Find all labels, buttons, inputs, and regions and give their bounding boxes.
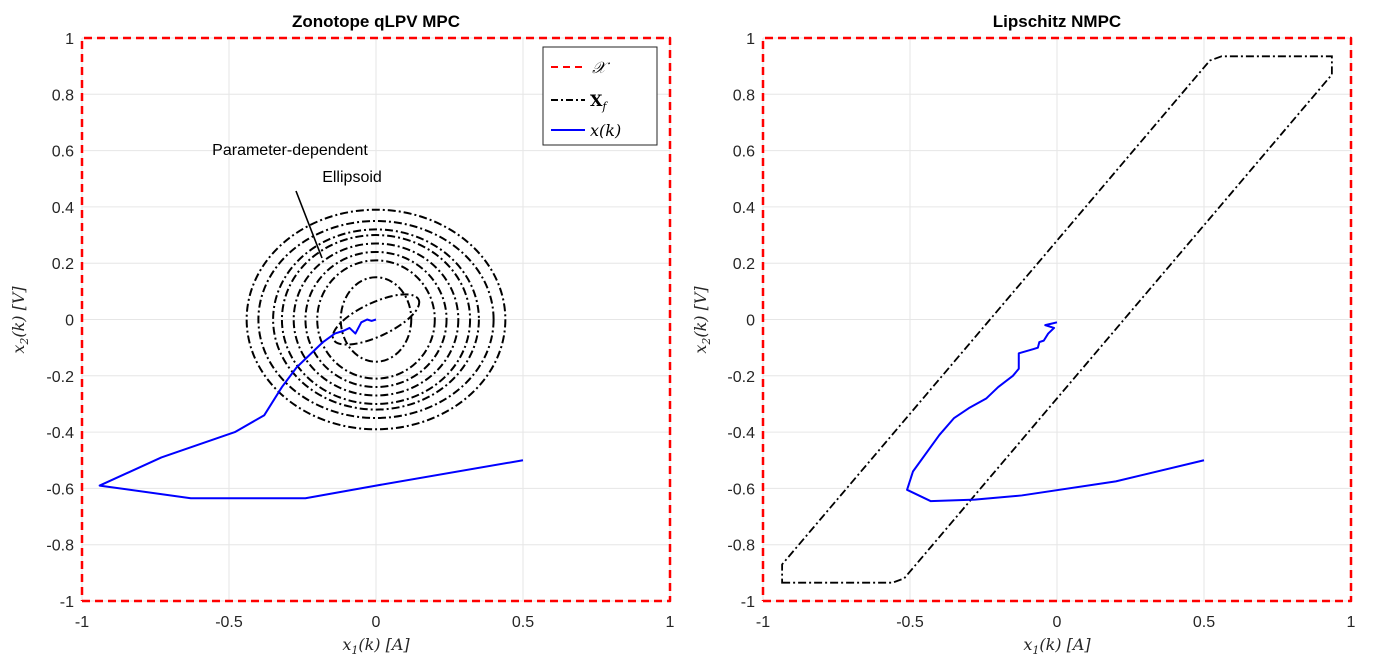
legend-label-trajectory: x(k) — [590, 121, 621, 140]
left-y-tick-label: -0.6 — [46, 481, 74, 498]
left-series-trajectory — [98, 318, 524, 500]
left-y-tick-label: -1 — [60, 594, 74, 611]
terminal-set-ellipse — [339, 276, 413, 363]
left-y-tick-label: 0 — [65, 313, 74, 330]
right-chart-title: Lipschitz NMPC — [993, 12, 1121, 31]
right-x-tick-label: -0.5 — [896, 614, 924, 631]
right-y-tick-label: -0.8 — [727, 538, 755, 555]
left-ticks: -1 -0.5 0 0.5 1 -1 -0.8 -0.6 -0.4 -0.2 0 0.2 0.4 0.6 0… — [46, 31, 674, 631]
terminal-set-ellipse — [331, 293, 421, 346]
left-x-tick-label: -0.5 — [215, 614, 243, 631]
left-x-tick-label: 1 — [666, 614, 675, 631]
right-y-tick-label: 0.6 — [733, 144, 755, 161]
annotation-line-1: Parameter-dependent — [212, 142, 368, 159]
right-y-tick-label: 0.8 — [733, 87, 755, 104]
left-y-tick-label: 0.6 — [52, 144, 74, 161]
terminal-set-ellipse — [280, 234, 472, 405]
annotation-arrow — [295, 190, 323, 259]
terminal-set-ellipse — [245, 208, 507, 431]
right-ticks: -1 -0.5 0 0.5 1 -1 -0.8 -0.6 -0.4 -0.2 0 0.2 0.4 0.6 0… — [727, 31, 1355, 631]
terminal-set-ellipse — [272, 228, 480, 411]
right-y-tick-label: -0.4 — [727, 425, 755, 442]
left-y-tick-label: -0.2 — [46, 369, 74, 386]
terminal-set-ellipse — [316, 259, 436, 380]
right-chart-panel: -1 -0.5 0 0.5 1 -1 -0.8 -0.6 -0.4 -0.2 0 0.2 0.4 0.6 0… — [691, 12, 1356, 657]
left-y-tick-label: 0.8 — [52, 87, 74, 104]
right-y-tick-label: -0.6 — [727, 481, 755, 498]
left-chart-panel: -1 -0.5 0 0.5 1 -1 -0.8 -0.6 -0.4 -0.2 0 0.2 0.4 0.6 0… — [9, 12, 675, 657]
left-y-tick-label: -0.8 — [46, 538, 74, 555]
right-x-tick-label: 0 — [1053, 614, 1062, 631]
right-x-tick-label: 1 — [1347, 614, 1356, 631]
right-y-tick-label: -0.2 — [727, 369, 755, 386]
annotation-line-2: Ellipsoid — [322, 169, 382, 186]
right-y-axis-label: x2(k) [V] — [691, 286, 713, 354]
terminal-set-ellipse — [257, 219, 495, 420]
legend-box — [542, 46, 658, 146]
left-chart-title: Zonotope qLPV MPC — [292, 12, 460, 31]
right-series — [761, 36, 1353, 603]
left-y-tick-label: 0.4 — [52, 200, 74, 217]
right-x-tick-label: -1 — [756, 614, 770, 631]
left-series-constraint-set — [80, 36, 672, 603]
left-y-tick-label: -0.4 — [46, 425, 74, 442]
right-y-tick-label: 0 — [746, 313, 755, 330]
legend: 𝒳 Xf x(k) — [542, 46, 658, 146]
left-y-axis-label: x2(k) [V] — [9, 286, 31, 354]
left-y-tick-label: 0.2 — [52, 256, 74, 273]
left-terminal-set-ellipses — [245, 208, 507, 431]
right-series-constraint-set — [761, 36, 1353, 603]
right-y-tick-label: -1 — [741, 594, 755, 611]
right-series-terminal-set — [781, 55, 1333, 584]
left-x-tick-label: 0.5 — [512, 614, 534, 631]
right-y-tick-label: 0.2 — [733, 256, 755, 273]
right-y-tick-label: 0.4 — [733, 200, 755, 217]
terminal-set-ellipse — [304, 250, 448, 389]
right-x-axis-label: x1(k) [A] — [1023, 635, 1091, 657]
left-x-axis-label: x1(k) [A] — [342, 635, 410, 657]
right-series-trajectory — [906, 321, 1205, 503]
left-y-tick-label: 1 — [65, 31, 74, 48]
terminal-set-ellipse — [292, 242, 460, 397]
right-y-tick-label: 1 — [746, 31, 755, 48]
left-x-tick-label: 0 — [372, 614, 381, 631]
right-x-tick-label: 0.5 — [1193, 614, 1215, 631]
left-x-tick-label: -1 — [75, 614, 89, 631]
left-series — [80, 36, 672, 603]
